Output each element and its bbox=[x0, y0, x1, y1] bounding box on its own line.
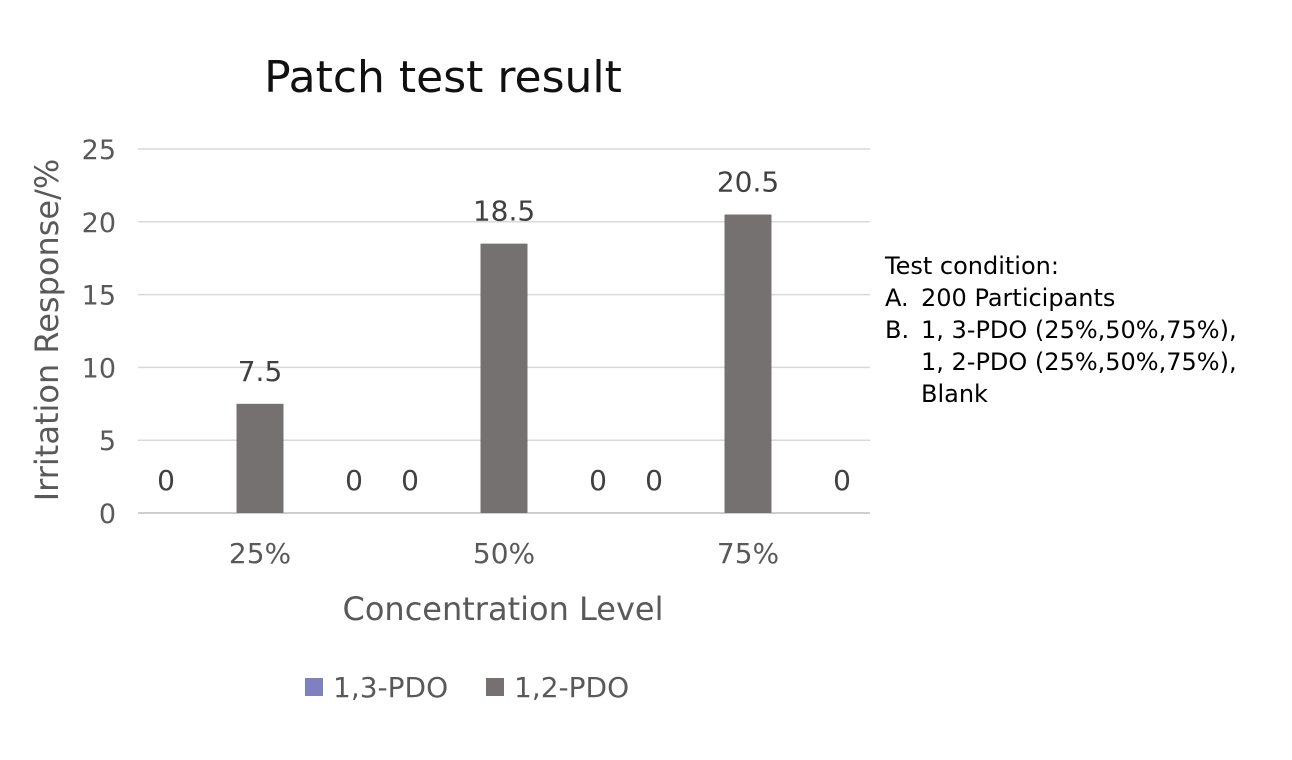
legend: 1,3-PDO 1,2-PDO bbox=[305, 671, 629, 704]
data-label: 0 bbox=[645, 464, 663, 497]
y-tick-label: 20 bbox=[82, 208, 116, 239]
data-label: 18.5 bbox=[473, 195, 535, 228]
note-text-a: 200 Participants bbox=[921, 284, 1116, 312]
y-tick-label: 25 bbox=[82, 135, 116, 166]
data-labels: 0 7.5 0 0 18.5 0 0 20.5 0 bbox=[157, 166, 851, 497]
data-label: 0 bbox=[833, 464, 851, 497]
x-tick-label: 75% bbox=[717, 537, 779, 570]
y-axis-ticks: 0 5 10 15 20 25 bbox=[82, 135, 116, 530]
x-tick-label: 25% bbox=[229, 537, 291, 570]
test-condition-note: Test condition: A. 200 Participants B. 1, … bbox=[885, 250, 1237, 410]
legend-swatch bbox=[305, 678, 323, 696]
bar bbox=[480, 243, 528, 513]
legend-label: 1,2-PDO bbox=[514, 671, 629, 704]
data-label: 0 bbox=[401, 464, 419, 497]
note-continuation-1: 1, 2-PDO (25%,50%,75%), bbox=[921, 348, 1237, 376]
note-item-a: A. 200 Participants bbox=[885, 282, 1237, 314]
bar bbox=[724, 214, 772, 513]
note-item-b: B. 1, 3-PDO (25%,50%,75%), bbox=[885, 314, 1237, 346]
bars bbox=[236, 214, 772, 513]
note-heading: Test condition: bbox=[885, 252, 1059, 280]
data-label: 0 bbox=[157, 464, 175, 497]
y-tick-label: 15 bbox=[82, 281, 116, 312]
note-marker-a: A. bbox=[885, 284, 909, 312]
data-label: 0 bbox=[345, 464, 363, 497]
chart-title: Patch test result bbox=[264, 52, 622, 103]
y-tick-label: 0 bbox=[99, 499, 116, 530]
y-tick-label: 10 bbox=[82, 353, 116, 384]
legend-label: 1,3-PDO bbox=[333, 671, 448, 704]
note-marker-b: B. bbox=[885, 316, 910, 344]
x-axis-categories: 25% 50% 75% bbox=[229, 537, 779, 570]
data-label: 0 bbox=[589, 464, 607, 497]
x-tick-label: 50% bbox=[473, 537, 535, 570]
data-label: 20.5 bbox=[717, 166, 779, 199]
y-axis-title: Irritation Response/% bbox=[28, 159, 66, 502]
y-tick-label: 5 bbox=[99, 426, 116, 457]
note-text-b: 1, 3-PDO (25%,50%,75%), bbox=[921, 316, 1237, 344]
note-continuation-2: Blank bbox=[921, 380, 988, 408]
x-axis-title: Concentration Level bbox=[342, 590, 663, 628]
data-label: 7.5 bbox=[238, 355, 283, 388]
legend-swatch bbox=[486, 678, 504, 696]
bar bbox=[236, 403, 284, 513]
